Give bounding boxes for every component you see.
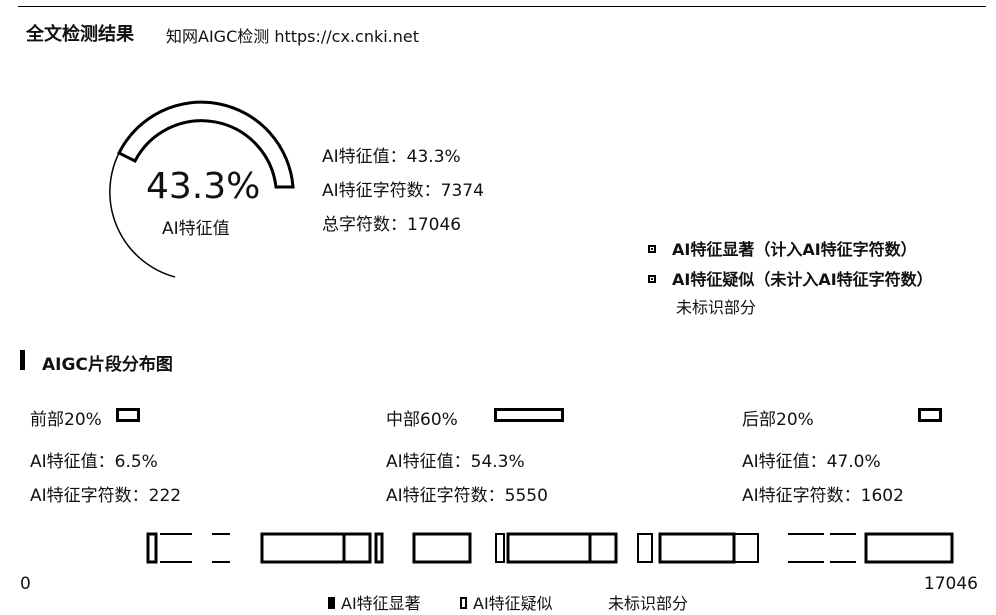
suspected-marker-icon <box>648 274 656 283</box>
segment-middle-bar <box>494 408 564 422</box>
page-subtitle: 知网AIGC检测 https://cx.cnki.net <box>166 27 420 46</box>
segment-middle-head: 中部60% <box>386 410 458 430</box>
distribution-start-label: 0 <box>20 574 31 594</box>
stat-total-chars-label: 总字符数： <box>322 215 407 235</box>
aigc-distribution-strip <box>146 532 954 564</box>
segment-middle-ai-chars: AI特征字符数：5550 <box>386 486 548 506</box>
section-title: AIGC片段分布图 <box>42 355 173 375</box>
dist-block <box>146 532 158 564</box>
stat-ai-chars-number: 7374 <box>440 181 484 201</box>
significant-marker-icon <box>648 244 656 253</box>
segment-back-head: 后部20% <box>742 410 814 430</box>
gauge-label: AI特征值 <box>162 219 230 239</box>
dist-dash <box>160 533 192 563</box>
legend-suspected-label: AI特征疑似（未计入AI特征字符数） <box>672 270 933 289</box>
dist-block <box>658 532 736 564</box>
dist-block <box>412 532 472 564</box>
stat-ai-value-number: 43.3% <box>406 147 461 167</box>
segment-back-ai-chars: AI特征字符数：1602 <box>742 486 904 506</box>
section-marker <box>20 350 25 370</box>
ai-value-gauge <box>109 100 295 278</box>
stat-ai-value-label: AI特征值： <box>322 147 407 167</box>
dist-block <box>588 532 618 564</box>
segment-front-ai-chars: AI特征字符数：222 <box>30 486 182 506</box>
dist-block <box>506 532 592 564</box>
gauge-track-arc <box>109 152 176 278</box>
distribution-end-label: 17046 <box>923 574 978 594</box>
dist-block <box>733 533 759 563</box>
stat-ai-chars-label: AI特征字符数： <box>322 181 441 201</box>
stat-total-chars-number: 17046 <box>407 215 462 235</box>
significant-swatch-icon <box>328 596 335 609</box>
bottom-legend-significant-label: AI特征显著 <box>341 594 421 613</box>
segment-front-bar <box>116 408 140 422</box>
suspected-swatch-icon <box>460 596 467 609</box>
dist-dash <box>830 533 856 563</box>
segment-middle-ai-value: AI特征值：54.3% <box>386 452 525 472</box>
stat-ai-value: AI特征值：43.3% <box>322 142 461 167</box>
stat-total-chars: 总字符数：17046 <box>322 210 461 235</box>
segment-back-bar <box>918 408 942 422</box>
dist-dash <box>788 533 824 563</box>
bottom-legend-suspected: AI特征疑似 <box>460 590 553 614</box>
bottom-legend-suspected-label: AI特征疑似 <box>473 594 553 613</box>
dist-block <box>864 532 954 564</box>
dist-block <box>374 532 384 564</box>
dist-dash <box>212 533 230 563</box>
stat-ai-chars: AI特征字符数：7374 <box>322 176 484 201</box>
gauge-fill-arc <box>116 100 295 189</box>
page-title: 全文检测结果 <box>26 24 134 45</box>
gauge-value: 43.3% <box>146 166 261 207</box>
dist-block <box>260 532 346 564</box>
bottom-legend-unidentified: 未标识部分 <box>608 594 689 613</box>
segment-front-head: 前部20% <box>30 410 102 430</box>
dist-block <box>637 533 653 563</box>
legend-significant-label: AI特征显著（计入AI特征字符数） <box>672 240 917 259</box>
legend-significant: AI特征显著（计入AI特征字符数） <box>648 236 917 260</box>
dist-block <box>495 533 505 563</box>
top-rule <box>18 6 986 7</box>
bottom-legend-significant: AI特征显著 <box>328 590 421 614</box>
legend-unidentified: 未标识部分 <box>676 298 757 317</box>
segment-front-ai-value: AI特征值：6.5% <box>30 452 158 472</box>
dist-block <box>342 532 372 564</box>
segment-back-ai-value: AI特征值：47.0% <box>742 452 881 472</box>
legend-suspected: AI特征疑似（未计入AI特征字符数） <box>648 266 933 290</box>
